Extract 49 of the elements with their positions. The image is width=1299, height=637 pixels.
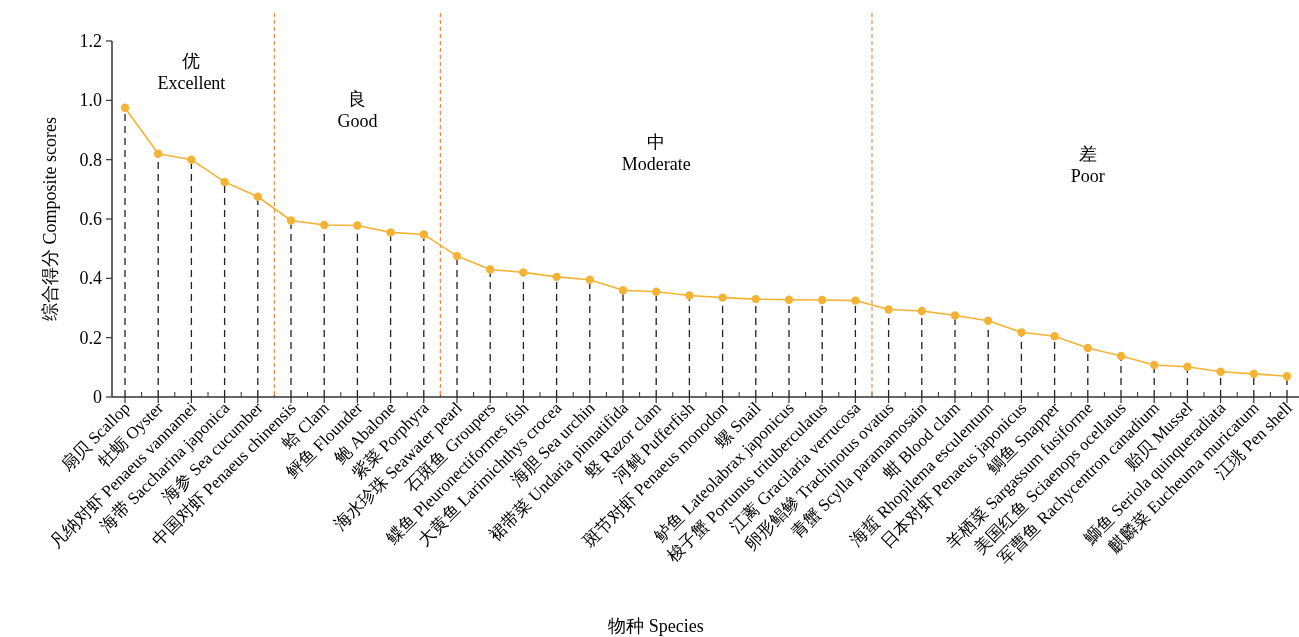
- point: [1150, 360, 1159, 370]
- y-tick-label: 0.4: [79, 268, 102, 289]
- point: [353, 221, 362, 230]
- point: [1116, 351, 1126, 361]
- point: [1050, 331, 1059, 341]
- point: [818, 295, 827, 305]
- point: [784, 295, 794, 304]
- point: [917, 306, 926, 316]
- point: [950, 311, 960, 320]
- point: [519, 268, 528, 277]
- point: [320, 220, 329, 230]
- point: [452, 251, 462, 261]
- y-tick-label: 0.8: [79, 149, 102, 170]
- point: [984, 316, 993, 325]
- point: [187, 155, 196, 164]
- y-tick-label: 0: [93, 387, 102, 407]
- point: [286, 216, 296, 225]
- annotation: 优 Excellent: [157, 51, 226, 93]
- y-tick-label: 0.2: [79, 327, 102, 348]
- y-tick-label: 1.0: [79, 90, 102, 111]
- x-axis-title: 物种 Species: [608, 616, 704, 636]
- point: [386, 228, 395, 237]
- point: [718, 293, 727, 302]
- annotation: 中 Moderate: [621, 132, 691, 174]
- annotation: 差 Poor: [1070, 144, 1105, 186]
- point: [618, 286, 628, 295]
- point: [851, 296, 860, 305]
- point: [1183, 362, 1192, 371]
- point: [486, 265, 495, 274]
- point: [419, 230, 428, 239]
- point: [154, 149, 163, 158]
- y-tick-label: 0.6: [79, 209, 102, 229]
- y-axis-title: 综合得分 Composite scores: [40, 117, 60, 321]
- point: [220, 177, 229, 187]
- point: [120, 103, 130, 112]
- point: [685, 291, 694, 300]
- point: [1216, 367, 1225, 376]
- point: [253, 192, 262, 201]
- point: [652, 287, 661, 296]
- point: [585, 275, 594, 285]
- annotation: 良 Good: [337, 89, 378, 131]
- point: [552, 272, 561, 282]
- point: [1249, 369, 1258, 379]
- point: [1017, 328, 1026, 337]
- point: [1083, 343, 1092, 353]
- y-tick-label: 1.2: [79, 31, 102, 51]
- point: [884, 305, 893, 314]
- point: [1282, 372, 1292, 381]
- point: [751, 294, 760, 304]
